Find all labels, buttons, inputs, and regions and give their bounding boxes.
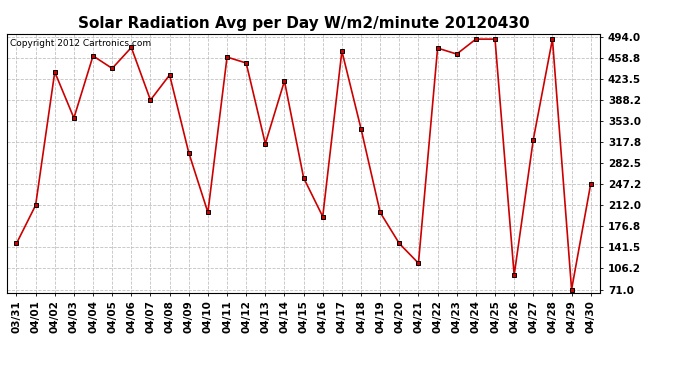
Text: Copyright 2012 Cartronics.com: Copyright 2012 Cartronics.com (10, 39, 151, 48)
Title: Solar Radiation Avg per Day W/m2/minute 20120430: Solar Radiation Avg per Day W/m2/minute … (78, 16, 529, 31)
